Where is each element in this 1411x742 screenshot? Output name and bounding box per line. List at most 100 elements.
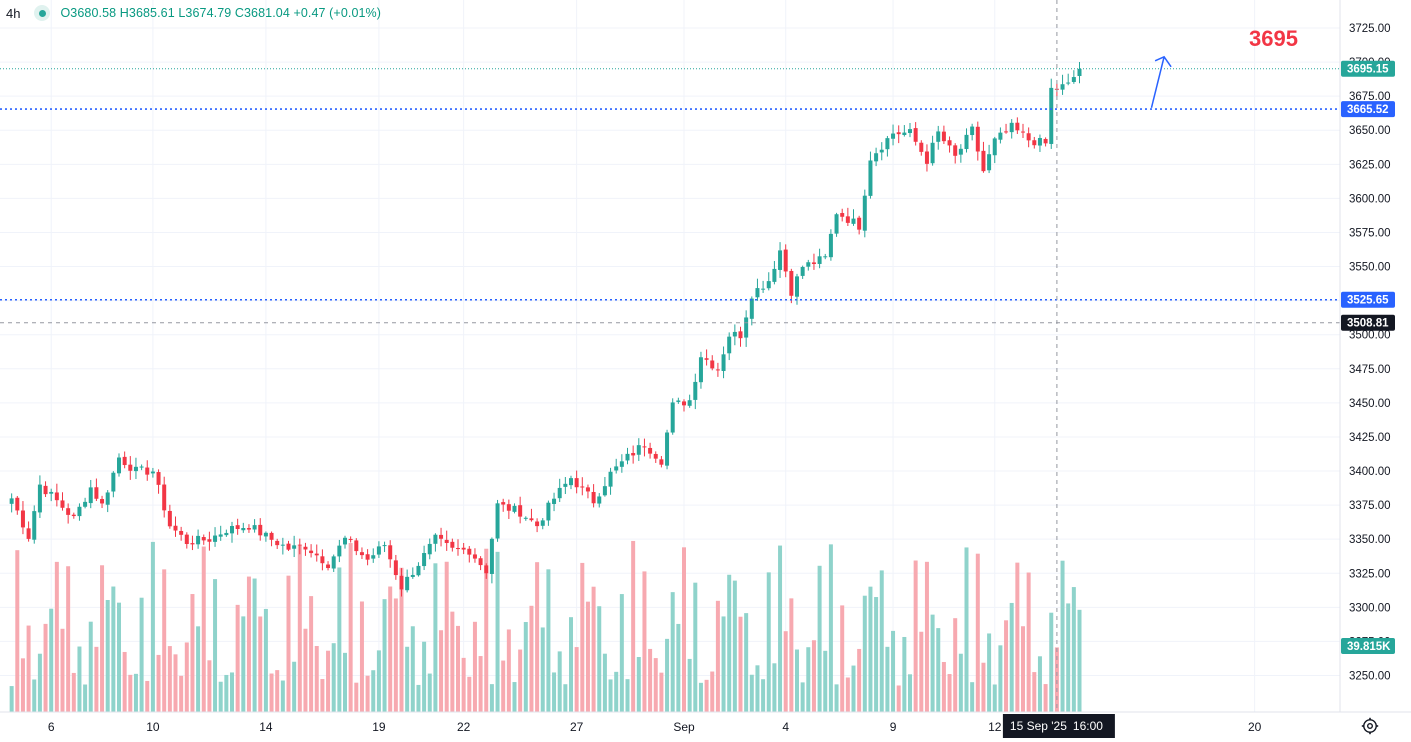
candle <box>1037 134 1042 152</box>
candle <box>642 438 647 457</box>
volume-bar <box>230 672 234 712</box>
candle <box>365 549 370 566</box>
volume-bar <box>252 578 257 712</box>
svg-text:16:00: 16:00 <box>1073 719 1103 733</box>
volume-bar <box>761 679 766 712</box>
candle <box>936 125 941 150</box>
volume-bar <box>851 665 856 712</box>
line-price-tag: 3525.65 <box>1341 291 1395 308</box>
x-tick-label: 12 <box>988 720 1002 734</box>
y-tick-label: 3475.00 <box>1349 364 1391 376</box>
volume-bar <box>659 672 664 712</box>
candle <box>698 351 703 389</box>
volume-bar <box>687 658 692 712</box>
gear-icon[interactable] <box>1361 717 1379 735</box>
volume-bar <box>292 661 297 712</box>
crosshair-price-tag: 3508.81 <box>1341 314 1395 331</box>
candle <box>235 518 240 535</box>
volume-bar <box>433 563 438 712</box>
y-tick-label: 3325.00 <box>1349 568 1391 580</box>
volume-bar <box>1015 562 1020 712</box>
volume-bar <box>941 661 946 712</box>
candle <box>857 215 862 235</box>
timeframe-label[interactable]: 4h <box>6 5 21 21</box>
volume-bar <box>439 630 444 712</box>
candle <box>467 546 472 563</box>
candle <box>1021 123 1025 138</box>
volume-bar <box>800 682 805 712</box>
volume-bar <box>738 616 743 712</box>
candle <box>173 516 178 537</box>
volume-bar <box>393 598 398 712</box>
volume-bar <box>467 676 472 712</box>
volume-bar <box>382 599 387 712</box>
target-price-annotation[interactable]: 3695 <box>1249 26 1298 51</box>
volume-bar <box>896 685 901 712</box>
candle <box>1026 127 1031 148</box>
candle <box>659 455 664 468</box>
candle <box>868 151 873 199</box>
candle <box>913 122 918 146</box>
candle <box>800 265 805 279</box>
candle <box>761 280 766 293</box>
volume-bar <box>981 662 986 712</box>
candle <box>862 189 867 238</box>
volume-bar <box>908 674 912 712</box>
volume-bar <box>314 646 319 712</box>
candle <box>987 144 992 174</box>
candle <box>162 476 167 518</box>
low-value: L3674.79 <box>178 6 232 20</box>
candle <box>405 569 410 593</box>
candle <box>970 123 975 141</box>
y-tick-label: 3575.00 <box>1349 227 1391 239</box>
volume-bar <box>913 560 918 712</box>
volume-bar <box>71 672 76 712</box>
candle <box>422 545 427 571</box>
volume-bar <box>1077 609 1082 712</box>
candle <box>399 568 404 597</box>
volume-bar <box>828 544 833 712</box>
volume-bar <box>122 651 127 712</box>
volume-bar <box>286 575 291 712</box>
candle <box>376 541 381 558</box>
candle <box>992 136 997 164</box>
volume-bar <box>235 604 240 712</box>
volume-bar <box>9 686 14 712</box>
volume-bar <box>444 561 449 712</box>
volume-bar <box>263 608 268 712</box>
candle <box>1009 119 1014 139</box>
candle <box>286 540 291 552</box>
candle <box>908 122 912 138</box>
up-arrow-icon[interactable] <box>1150 56 1165 108</box>
x-tick-label: 10 <box>146 720 160 734</box>
candle <box>331 554 336 572</box>
candle <box>693 373 698 410</box>
x-tick-label: 6 <box>48 720 55 734</box>
candle <box>501 498 506 512</box>
volume-bar <box>766 572 771 712</box>
candle <box>309 544 314 558</box>
candle <box>484 563 489 579</box>
candle <box>806 259 811 271</box>
candle <box>625 447 630 465</box>
candle <box>1060 74 1065 95</box>
candle <box>489 537 494 584</box>
candle <box>179 526 184 541</box>
candle <box>574 470 579 494</box>
candle <box>546 500 551 526</box>
volume-bar <box>343 652 347 712</box>
candle <box>105 490 110 513</box>
candle <box>472 548 477 563</box>
candle <box>190 535 195 551</box>
candle <box>196 529 201 549</box>
candle <box>958 144 963 163</box>
candle <box>874 147 879 167</box>
volume-bar <box>879 570 884 712</box>
volume-bar <box>1060 560 1065 712</box>
candle <box>117 453 121 477</box>
x-tick-label: Sep <box>673 720 695 734</box>
close-value: C3681.04 <box>234 6 290 20</box>
volume-bar <box>535 562 540 712</box>
volume-bar <box>580 562 585 712</box>
